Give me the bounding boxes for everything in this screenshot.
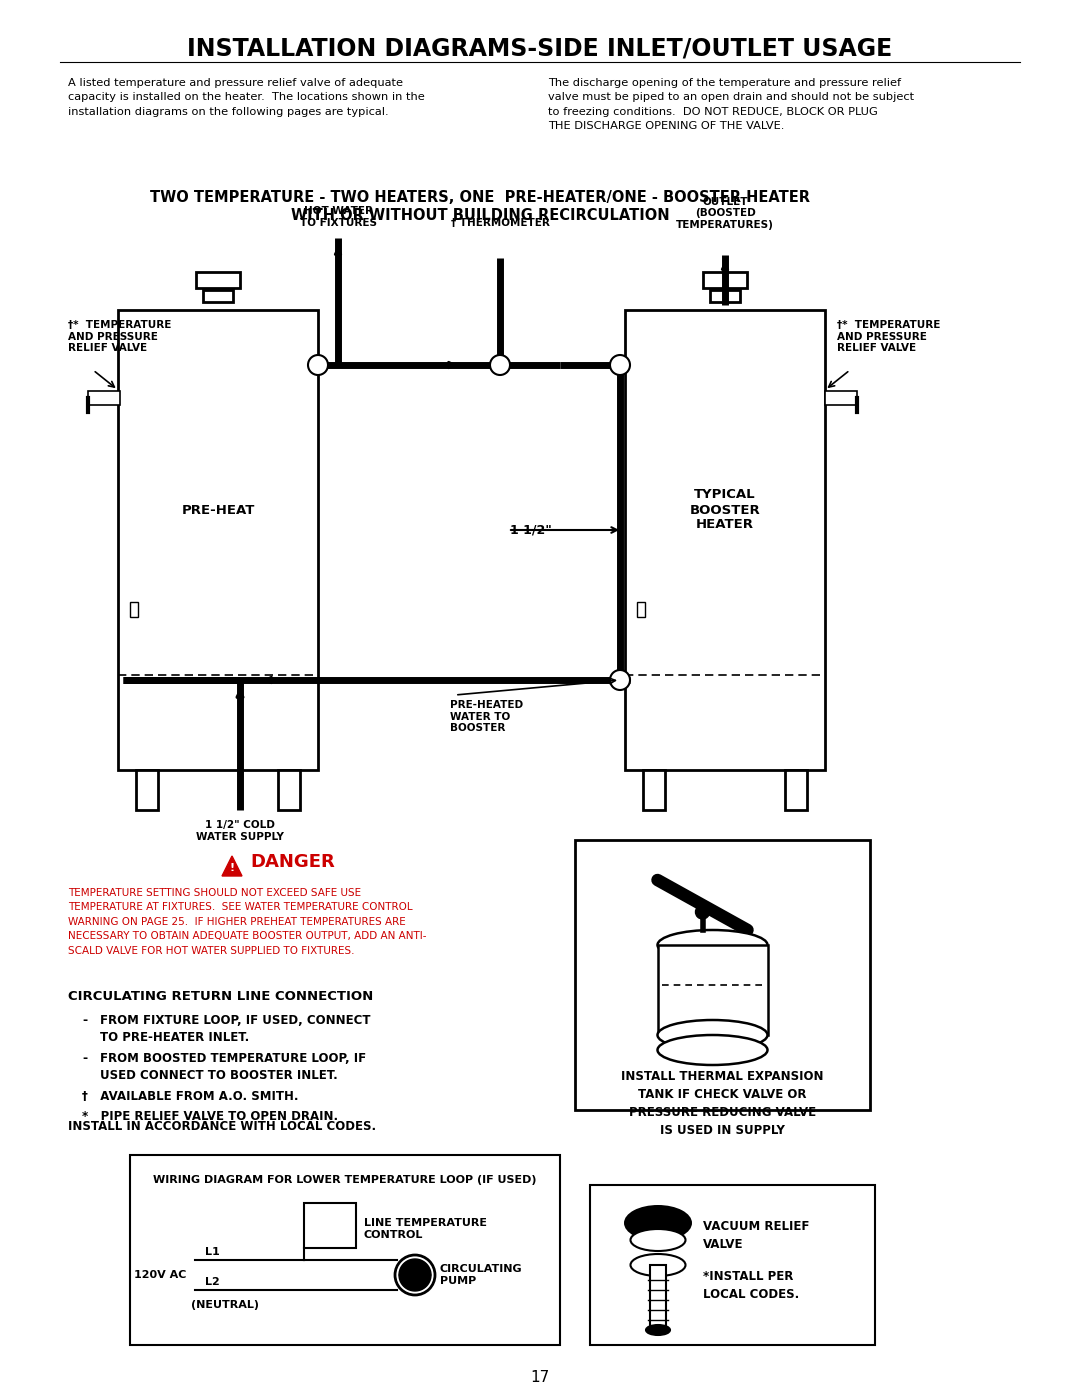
Bar <box>637 602 645 617</box>
Text: FROM BOOSTED TEMPERATURE LOOP, IF: FROM BOOSTED TEMPERATURE LOOP, IF <box>100 1052 366 1065</box>
Text: TYPICAL
BOOSTER
HEATER: TYPICAL BOOSTER HEATER <box>690 489 760 531</box>
Text: WIRING DIAGRAM FOR LOWER TEMPERATURE LOOP (IF USED): WIRING DIAGRAM FOR LOWER TEMPERATURE LOO… <box>153 1175 537 1185</box>
Text: WITH OR WITHOUT BUILDING RECIRCULATION: WITH OR WITHOUT BUILDING RECIRCULATION <box>291 208 670 224</box>
Bar <box>87 391 120 405</box>
Text: L2: L2 <box>205 1277 219 1287</box>
Text: -: - <box>82 1052 87 1065</box>
Bar <box>130 602 138 617</box>
Text: INSTALL THERMAL EXPANSION
TANK IF CHECK VALVE OR
PRESSURE REDUCING VALVE
IS USED: INSTALL THERMAL EXPANSION TANK IF CHECK … <box>621 1070 824 1137</box>
Text: INSTALLATION DIAGRAMS-SIDE INLET/OUTLET USAGE: INSTALLATION DIAGRAMS-SIDE INLET/OUTLET … <box>187 36 893 60</box>
Text: *INSTALL PER: *INSTALL PER <box>703 1270 794 1282</box>
Text: USED CONNECT TO BOOSTER INLET.: USED CONNECT TO BOOSTER INLET. <box>100 1069 338 1083</box>
Text: TWO TEMPERATURE - TWO HEATERS, ONE  PRE-HEATER/ONE - BOOSTER HEATER: TWO TEMPERATURE - TWO HEATERS, ONE PRE-H… <box>150 190 810 205</box>
Bar <box>650 1266 666 1330</box>
Text: TO PRE-HEATER INLET.: TO PRE-HEATER INLET. <box>100 1031 249 1044</box>
Text: OUTLET
(BOOSTED
TEMPERATURES): OUTLET (BOOSTED TEMPERATURES) <box>676 197 774 231</box>
Circle shape <box>308 355 328 374</box>
Text: †*  TEMPERATURE
AND PRESSURE
RELIEF VALVE: †* TEMPERATURE AND PRESSURE RELIEF VALVE <box>68 320 172 353</box>
Circle shape <box>490 355 510 374</box>
Ellipse shape <box>658 1020 768 1051</box>
Text: HOT WATER
TO FIXTURES: HOT WATER TO FIXTURES <box>299 207 377 228</box>
Polygon shape <box>399 1259 431 1275</box>
Circle shape <box>395 1255 435 1295</box>
Bar <box>278 770 300 810</box>
Text: -: - <box>82 1014 87 1027</box>
Bar <box>785 770 807 810</box>
Text: *   PIPE RELIEF VALVE TO OPEN DRAIN.: * PIPE RELIEF VALVE TO OPEN DRAIN. <box>82 1111 338 1123</box>
Text: (NEUTRAL): (NEUTRAL) <box>191 1301 259 1310</box>
Bar <box>643 770 665 810</box>
Text: INSTALL IN ACCORDANCE WITH LOCAL CODES.: INSTALL IN ACCORDANCE WITH LOCAL CODES. <box>68 1120 376 1133</box>
Text: VACUUM RELIEF: VACUUM RELIEF <box>703 1220 809 1234</box>
Polygon shape <box>222 856 242 876</box>
Text: CIRCULATING
PUMP: CIRCULATING PUMP <box>440 1264 523 1285</box>
Ellipse shape <box>658 930 768 960</box>
Text: DANGER: DANGER <box>249 854 335 870</box>
Circle shape <box>610 355 630 374</box>
Bar <box>195 272 240 288</box>
Circle shape <box>610 671 630 690</box>
Bar <box>303 1203 356 1248</box>
Polygon shape <box>399 1275 431 1291</box>
Circle shape <box>696 905 710 919</box>
Text: 17: 17 <box>530 1370 550 1386</box>
Text: !: ! <box>229 863 234 873</box>
Text: A listed temperature and pressure relief valve of adequate
capacity is installed: A listed temperature and pressure relief… <box>68 78 424 117</box>
Text: LINE TEMPERATURE
CONTROL: LINE TEMPERATURE CONTROL <box>364 1218 487 1239</box>
Text: †   AVAILABLE FROM A.O. SMITH.: † AVAILABLE FROM A.O. SMITH. <box>82 1090 298 1104</box>
Text: CIRCULATING RETURN LINE CONNECTION: CIRCULATING RETURN LINE CONNECTION <box>68 990 374 1003</box>
Text: †*  TEMPERATURE
AND PRESSURE
RELIEF VALVE: †* TEMPERATURE AND PRESSURE RELIEF VALVE <box>837 320 941 353</box>
Ellipse shape <box>658 1035 768 1065</box>
Ellipse shape <box>646 1324 670 1336</box>
Text: FROM FIXTURE LOOP, IF USED, CONNECT: FROM FIXTURE LOOP, IF USED, CONNECT <box>100 1014 370 1027</box>
Text: 1 1/2" COLD
WATER SUPPLY: 1 1/2" COLD WATER SUPPLY <box>197 820 284 841</box>
Text: PRE-HEATED
WATER TO
BOOSTER: PRE-HEATED WATER TO BOOSTER <box>450 700 523 733</box>
Text: 1 1/2": 1 1/2" <box>510 524 552 536</box>
Bar <box>703 272 747 288</box>
Bar <box>130 1155 561 1345</box>
Bar <box>658 944 768 1035</box>
Bar <box>203 291 233 302</box>
Text: LOCAL CODES.: LOCAL CODES. <box>703 1288 799 1301</box>
Bar <box>575 840 870 1111</box>
Bar <box>625 310 825 770</box>
Bar <box>118 310 318 770</box>
Text: 120V AC: 120V AC <box>134 1270 186 1280</box>
Text: The discharge opening of the temperature and pressure relief
valve must be piped: The discharge opening of the temperature… <box>548 78 914 131</box>
Bar <box>710 291 740 302</box>
Bar <box>590 1185 875 1345</box>
Ellipse shape <box>631 1255 686 1275</box>
Text: TEMPERATURE SETTING SHOULD NOT EXCEED SAFE USE
TEMPERATURE AT FIXTURES.  SEE WAT: TEMPERATURE SETTING SHOULD NOT EXCEED SA… <box>68 888 427 956</box>
Bar <box>825 391 858 405</box>
Bar <box>136 770 158 810</box>
Ellipse shape <box>624 1206 692 1241</box>
Text: PRE-HEAT: PRE-HEAT <box>181 503 255 517</box>
Text: VALVE: VALVE <box>703 1238 743 1250</box>
Text: L1: L1 <box>205 1248 219 1257</box>
Ellipse shape <box>631 1229 686 1250</box>
Text: † THERMOMETER: † THERMOMETER <box>450 218 550 228</box>
